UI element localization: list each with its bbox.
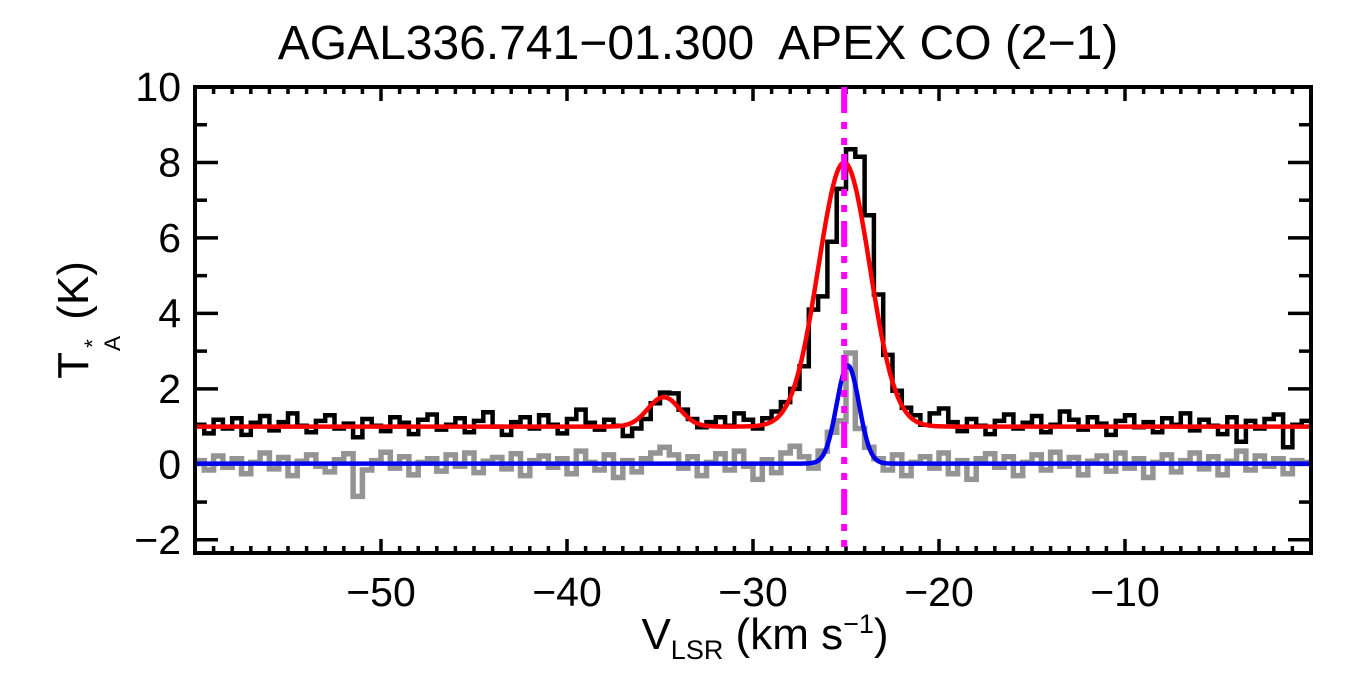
- y-tick-label: −2: [134, 517, 181, 563]
- y-axis-label-unit: (K): [48, 261, 98, 332]
- y-tick-label: 8: [158, 139, 181, 185]
- x-axis-label-unit-exponent: −1: [843, 609, 874, 639]
- y-axis-label-subscript: A: [100, 335, 125, 352]
- y-axis-label-subsup: * A: [80, 335, 125, 352]
- x-tick-label: −40: [532, 569, 602, 615]
- y-tick-label: 6: [158, 215, 181, 261]
- x-axis-label-unit-suffix: ): [873, 610, 889, 659]
- observed-co-spectrum-histogram: [195, 147, 1311, 450]
- y-tick-label: 4: [158, 290, 181, 336]
- x-axis-ticks: [211, 87, 1295, 553]
- y-tick-label: 10: [135, 64, 181, 110]
- x-tick-label: −10: [1090, 569, 1160, 615]
- plot-frame: [193, 85, 1313, 555]
- y-axis-label-symbol: T: [48, 352, 98, 379]
- x-axis-label-symbol: V: [641, 610, 671, 659]
- offset-reference-spectrum-histogram: [195, 350, 1311, 500]
- x-axis-label-unit-prefix: (km s: [723, 610, 844, 659]
- plot-title: AGAL336.741−01.300 APEX CO (2−1): [277, 17, 1119, 70]
- x-tick-label: −20: [904, 569, 974, 615]
- gaussian-fit-main-curve: [193, 160, 1313, 429]
- data-layer: [193, 147, 1313, 500]
- x-axis-label-subscript: LSR: [670, 635, 724, 665]
- y-axis-label: T * A (K): [48, 261, 125, 379]
- y-tick-label: 0: [158, 441, 181, 487]
- y-tick-label: 2: [158, 366, 181, 412]
- x-tick-label: −50: [346, 569, 416, 615]
- x-tick-label: −30: [718, 569, 788, 615]
- x-axis-label: VLSR (km s−1): [195, 609, 1335, 664]
- gaussian-fit-narrow-curve: [193, 363, 1313, 466]
